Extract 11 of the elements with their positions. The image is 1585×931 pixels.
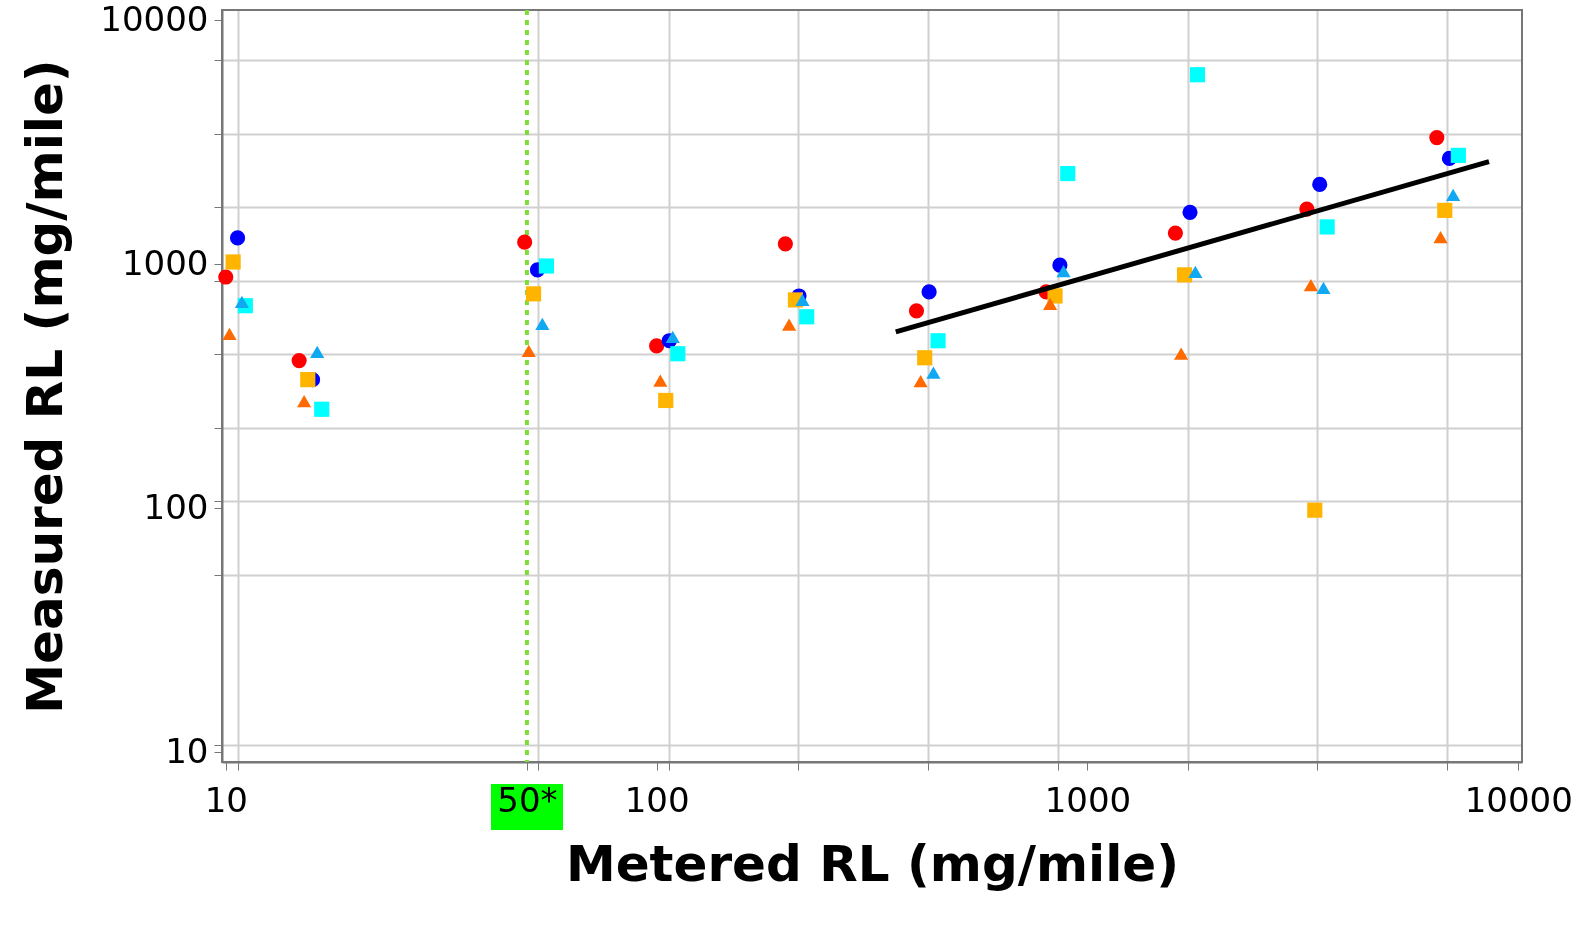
y-tick-label: 10000	[100, 0, 209, 39]
y-tick-label: 10	[165, 730, 209, 771]
y-tick-label: 1000	[121, 242, 209, 283]
x-tick-label: 10	[204, 779, 248, 820]
x-tick-label: 1000	[1044, 779, 1132, 820]
x-axis-title: Metered RL (mg/mile)	[565, 834, 1180, 893]
x-tick-label: 50*	[497, 779, 558, 820]
y-axis-title: Measured RL (mg/mile)	[16, 59, 75, 714]
x-tick-label: 100	[624, 779, 690, 820]
x-tick-label: 10000	[1464, 779, 1573, 820]
y-tick-label: 100	[143, 486, 209, 527]
